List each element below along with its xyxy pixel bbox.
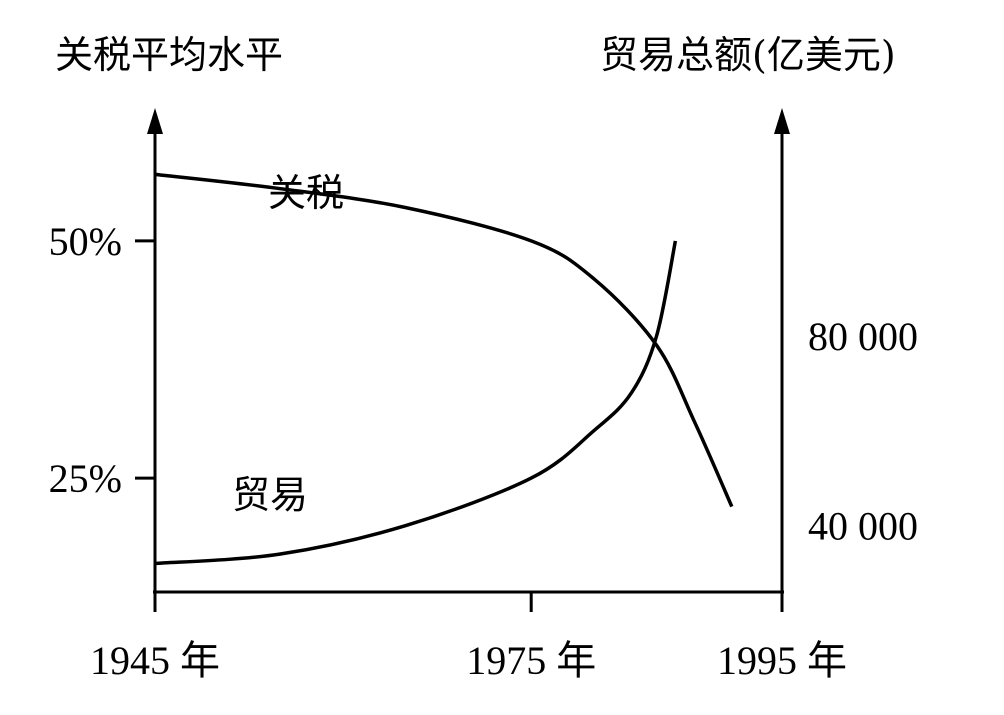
series-group — [154, 172, 734, 566]
left-y-tick-label: 50% — [49, 219, 122, 264]
right-y-axis — [774, 108, 790, 592]
series-label-trade: 贸易 — [232, 473, 308, 517]
left-y-axis-arrow — [147, 108, 163, 134]
tick-group: 1945 年 1975 年 1995 年 50% 25% 80 000 40 000 — [49, 219, 918, 683]
series-line-tariff — [154, 172, 734, 508]
left-y-tick-label: 25% — [49, 456, 122, 501]
right-y-tick-label: 80 000 — [808, 314, 918, 359]
left-y-axis — [147, 108, 163, 592]
x-tick-label: 1975 年 — [466, 638, 596, 683]
right-y-tick-label: 40 000 — [808, 504, 918, 549]
left-axis-title: 关税平均水平 — [55, 33, 283, 77]
x-tick-label: 1945 年 — [90, 638, 220, 683]
right-axis-title: 贸易总额(亿美元) — [600, 33, 896, 77]
series-label-tariff: 关税 — [268, 171, 344, 215]
x-tick-label: 1995 年 — [717, 638, 847, 683]
right-y-axis-arrow — [774, 108, 790, 134]
series-line-trade — [154, 240, 678, 566]
